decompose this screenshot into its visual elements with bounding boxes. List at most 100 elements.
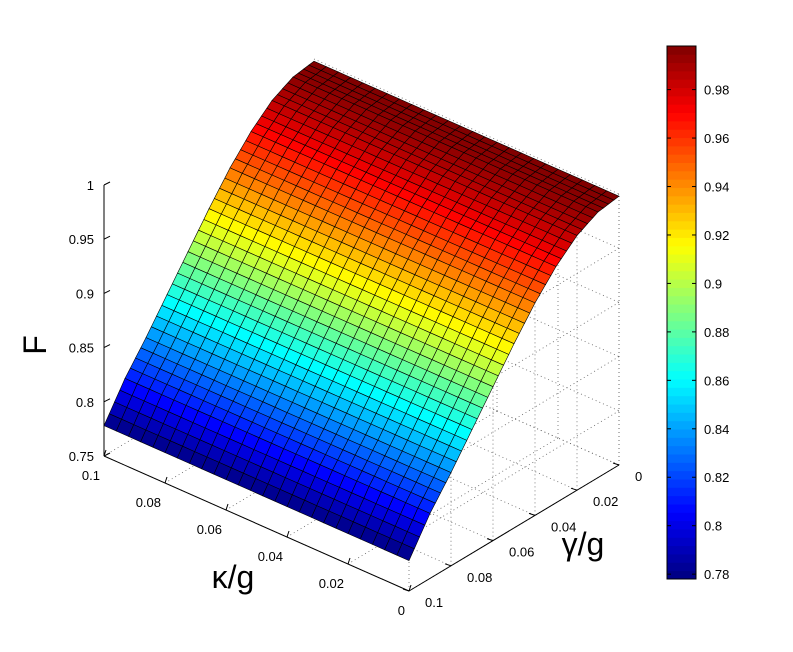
- colorbar-segment: [667, 187, 696, 197]
- colorbar-segment: [667, 287, 696, 297]
- x-tick-mark: [103, 449, 107, 457]
- colorbar-segment: [667, 312, 696, 322]
- y-tick-label: 0.1: [425, 595, 443, 610]
- colorbar-segment: [667, 179, 696, 188]
- colorbar-segment: [667, 95, 696, 105]
- colorbar-segment: [667, 570, 696, 580]
- z-tick-label: 0.8: [76, 395, 94, 410]
- y-tick-mark: [612, 462, 620, 466]
- colorbar-segment: [667, 245, 696, 255]
- colorbar-segment: [667, 354, 696, 363]
- colorbar-segment: [667, 54, 696, 64]
- colorbar-segment: [667, 470, 696, 480]
- colorbar-segment: [667, 162, 696, 172]
- colorbar-segment: [667, 262, 696, 272]
- colorbar-segment: [667, 62, 696, 72]
- colorbar-segment: [667, 112, 696, 122]
- colorbar-tick-label: 0.78: [704, 567, 729, 582]
- colorbar-segment: [667, 295, 696, 305]
- z-tick-mark: [103, 235, 111, 240]
- colorbar-segment: [667, 379, 696, 388]
- y-tick-mark: [402, 588, 410, 592]
- y-axis-label: γ/g: [562, 526, 605, 562]
- axis-edge: [103, 455, 410, 592]
- x-tick-mark: [225, 503, 229, 511]
- colorbar-segment: [667, 487, 696, 497]
- y-tick-mark: [486, 538, 494, 542]
- colorbar-segment: [667, 420, 696, 430]
- colorbar-segment: [667, 529, 696, 538]
- colorbar-segment: [667, 362, 696, 372]
- z-axis-label: F: [17, 335, 53, 355]
- axis-edges: [103, 181, 620, 592]
- colorbar-segment: [667, 170, 696, 180]
- colorbar-segment: [667, 387, 696, 397]
- y-tick-label: 0.06: [509, 545, 534, 560]
- y-tick-mark: [528, 512, 536, 516]
- y-tick-label: 0.02: [593, 494, 618, 509]
- colorbar-segment: [667, 462, 696, 472]
- colorbar-tick-label: 0.9: [704, 276, 722, 291]
- colorbar-segment: [667, 412, 696, 422]
- z-tick-mark: [103, 344, 111, 349]
- colorbar-segment: [667, 562, 696, 572]
- colorbar-segment: [667, 495, 696, 505]
- colorbar-segment: [667, 270, 696, 280]
- colorbar-segment: [667, 545, 696, 555]
- z-tick-label: 0.95: [69, 232, 94, 247]
- colorbar-segment: [667, 137, 696, 147]
- colorbar-segment: [667, 554, 696, 563]
- x-tick-label: 0.08: [136, 495, 161, 510]
- colorbar-segment: [667, 395, 696, 405]
- z-tick-label: 0.9: [76, 286, 94, 301]
- colorbar-segment: [667, 220, 696, 230]
- colorbar-segment: [667, 279, 696, 288]
- colorbar: 0.78 0.8 0.82 0.84 0.86 0.88 0.9 0.92 0.94 0.96 0.…: [666, 45, 729, 582]
- colorbar-segment: [667, 120, 696, 130]
- colorbar-segment: [667, 79, 696, 89]
- colorbar-segment: [667, 512, 696, 522]
- y-tick-label: 0.08: [467, 570, 492, 585]
- x-axis-label: κ/g: [212, 559, 255, 595]
- colorbar-segment: [667, 404, 696, 413]
- colorbar-tick-label: 0.86: [704, 373, 729, 388]
- colorbar-segment: [667, 437, 696, 447]
- colorbar-segment: [667, 304, 696, 313]
- axis-edge: [408, 464, 620, 592]
- colorbar-segment: [667, 237, 696, 247]
- colorbar-segment: [667, 254, 696, 263]
- colorbar-segment: [667, 454, 696, 463]
- z-tick-mark: [103, 398, 111, 403]
- z-tick-label: 0.75: [69, 449, 94, 464]
- colorbar-segment: [667, 46, 696, 55]
- colorbar-segment: [667, 70, 696, 80]
- x-tick-mark: [408, 584, 412, 592]
- y-tick-label: 0.04: [551, 519, 576, 534]
- x-tick-mark: [164, 476, 168, 484]
- x-tick-label: 0.04: [258, 549, 283, 564]
- colorbar-segment: [667, 537, 696, 547]
- colorbar-segment: [667, 204, 696, 213]
- colorbar-segment: [667, 329, 696, 338]
- y-tick-mark: [570, 487, 578, 491]
- grid-line: [408, 410, 620, 538]
- z-tick-label: 1: [87, 178, 94, 193]
- colorbar-segment: [667, 320, 696, 330]
- colorbar-segment: [667, 229, 696, 238]
- z-tick-mark: [103, 289, 111, 294]
- y-tick-label: 0: [635, 469, 642, 484]
- colorbar-tick-label: 0.88: [704, 325, 729, 340]
- y-tick-mark: [444, 563, 452, 567]
- surface: [103, 60, 620, 561]
- z-tick-mark: [103, 452, 111, 457]
- x-tick-label: 0.06: [197, 522, 222, 537]
- x-tick-label: 0.1: [82, 468, 100, 483]
- colorbar-tick-label: 0.8: [704, 519, 722, 534]
- colorbar-segment: [667, 504, 696, 513]
- x-tick-label: 0.02: [319, 576, 344, 591]
- colorbar-segment: [667, 129, 696, 139]
- colorbar-segment: [667, 145, 696, 155]
- tick-labels: 0.75 0.8 0.85 0.9 0.95 1 0.1 0.08 0.06 0.04 0.02 0 0…: [69, 178, 643, 618]
- colorbar-tick-label: 0.84: [704, 422, 729, 437]
